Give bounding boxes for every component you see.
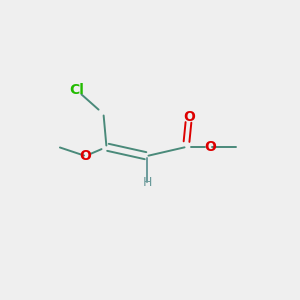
- Text: O: O: [80, 149, 92, 163]
- Text: Cl: Cl: [69, 83, 84, 97]
- Text: H: H: [142, 176, 152, 190]
- Text: O: O: [204, 140, 216, 154]
- Text: O: O: [183, 110, 195, 124]
